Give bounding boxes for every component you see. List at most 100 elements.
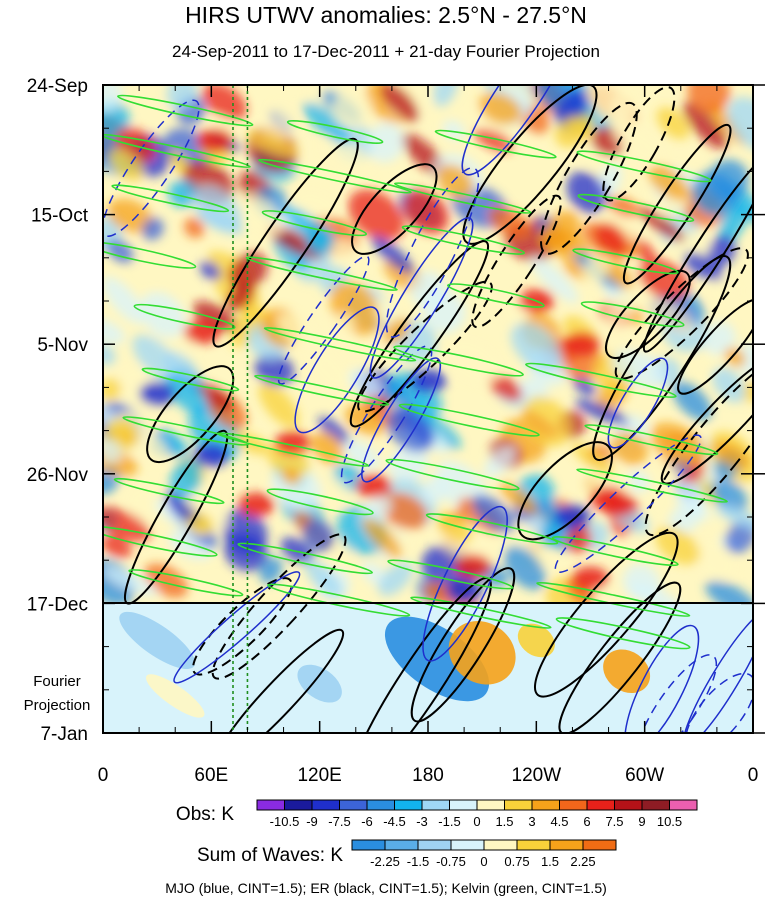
waves-level-label: 0 <box>480 854 487 869</box>
anomaly-cell <box>682 102 727 149</box>
anomaly-core <box>139 381 176 406</box>
kelvin-contour <box>113 477 225 505</box>
anomaly-cell <box>371 236 415 274</box>
waves-level-label: 1.5 <box>541 854 559 869</box>
x-tick-label: 60W <box>625 765 664 786</box>
anomaly-cell <box>389 444 429 484</box>
anomaly-cell <box>648 165 690 201</box>
mjo-contour <box>684 672 753 733</box>
er-contour <box>677 298 753 395</box>
anomaly-cell <box>474 128 515 152</box>
anomaly-cell <box>557 88 590 124</box>
footer-caption: MJO (blue, CINT=1.5); ER (black, CINT=1.… <box>165 880 607 896</box>
er-contour <box>644 358 753 537</box>
kelvin-contour <box>267 583 411 617</box>
anomaly-cell <box>302 519 335 552</box>
anomaly-cell <box>103 317 125 344</box>
anomaly-cell <box>272 104 299 130</box>
anomaly-cell <box>246 129 298 158</box>
anomaly-cell <box>303 102 351 144</box>
obs-swatch <box>449 799 478 811</box>
anomaly-cell <box>332 239 357 262</box>
x-tick-label: 180 <box>412 765 444 786</box>
er-contour <box>540 101 638 255</box>
anomaly-cell <box>403 189 449 234</box>
anomaly-cell <box>223 533 268 572</box>
kelvin-contour <box>103 241 197 269</box>
waves-level-label: -0.75 <box>436 854 466 869</box>
x-tick-label: 0 <box>98 765 109 786</box>
er-contour <box>357 280 493 413</box>
anomaly-cell <box>672 381 712 421</box>
obs-swatch <box>366 799 395 811</box>
anomaly-core <box>599 492 636 517</box>
kelvin-contour <box>572 248 679 275</box>
mjo-contour <box>422 505 508 662</box>
anomaly-cell <box>638 258 690 301</box>
y-tick-label: 24-Sep <box>27 76 88 97</box>
anomaly-cell <box>626 470 650 493</box>
y-tick-label: 7-Jan <box>40 724 88 745</box>
anomaly-cell <box>378 561 413 596</box>
x-axis: 0 60E 120E 180 120W 60W 0 <box>98 85 759 786</box>
anomaly-cell <box>321 139 375 173</box>
kelvin-contour <box>584 424 719 456</box>
mjo-contour <box>173 571 301 684</box>
anomaly-cell <box>522 396 571 447</box>
anomaly-core <box>196 128 233 153</box>
projection-anomaly <box>119 611 196 670</box>
anomaly-core <box>410 369 446 394</box>
anomaly-cell <box>740 381 753 403</box>
anomaly-core <box>563 332 600 357</box>
y-tick-label: 15-Oct <box>31 206 89 227</box>
mjo-contour <box>636 654 718 733</box>
anomaly-cell <box>103 506 151 542</box>
y-tick-label: 17-Dec <box>27 594 88 615</box>
anomaly-cell <box>733 343 753 377</box>
anomaly-cell <box>442 120 465 140</box>
anomaly-cell <box>197 383 234 411</box>
kelvin-contour <box>551 536 679 567</box>
er-contour <box>192 577 293 676</box>
anomaly-cell <box>332 89 373 129</box>
anomaly-cell <box>612 125 663 164</box>
obs-swatch <box>586 799 615 811</box>
kelvin-contour <box>286 119 384 144</box>
anomaly-cell <box>168 179 197 208</box>
anomaly-cell <box>488 374 523 401</box>
mjo-contour <box>294 306 380 434</box>
er-contour <box>660 350 753 485</box>
anomaly-cell <box>362 517 402 558</box>
obs-swatch <box>614 799 643 811</box>
projection-anomaly <box>517 623 555 658</box>
obs-level-label: 1.5 <box>495 814 513 829</box>
obs-level-label: 4.5 <box>550 814 568 829</box>
obs-level-label: 7.5 <box>605 814 623 829</box>
er-contour <box>602 86 676 202</box>
er-contour <box>351 163 438 255</box>
kelvin-contour <box>111 184 230 213</box>
anomaly-cell <box>107 198 154 233</box>
er-contour <box>605 269 691 359</box>
kelvin-contour <box>434 129 557 159</box>
kelvin-contour <box>237 542 373 575</box>
anomaly-cell <box>703 321 736 356</box>
kelvin-contour <box>385 458 520 491</box>
projection-label-line2: Projection <box>24 697 91 714</box>
anomaly-cell <box>380 492 428 530</box>
mjo-contour <box>554 434 702 573</box>
kelvin-contour <box>133 303 236 330</box>
kelvin-contour <box>577 193 695 223</box>
anomaly-core <box>238 492 275 517</box>
x-tick-label: 0 <box>748 765 759 786</box>
anomaly-cell <box>483 445 517 478</box>
kelvin-contour <box>258 158 412 194</box>
obs-swatch <box>311 799 340 811</box>
chart-title: HIRS UTWV anomalies: 2.5°N - 27.5°N <box>185 2 587 28</box>
anomaly-cell <box>622 564 661 601</box>
obs-level-label: -10.5 <box>270 814 300 829</box>
waves-level-label: 0.75 <box>504 854 529 869</box>
mjo-contour <box>624 624 700 733</box>
chart-subtitle: 24-Sep-2011 to 17-Dec-2011 + 21-day Four… <box>172 42 600 61</box>
anomaly-cell <box>348 189 405 241</box>
